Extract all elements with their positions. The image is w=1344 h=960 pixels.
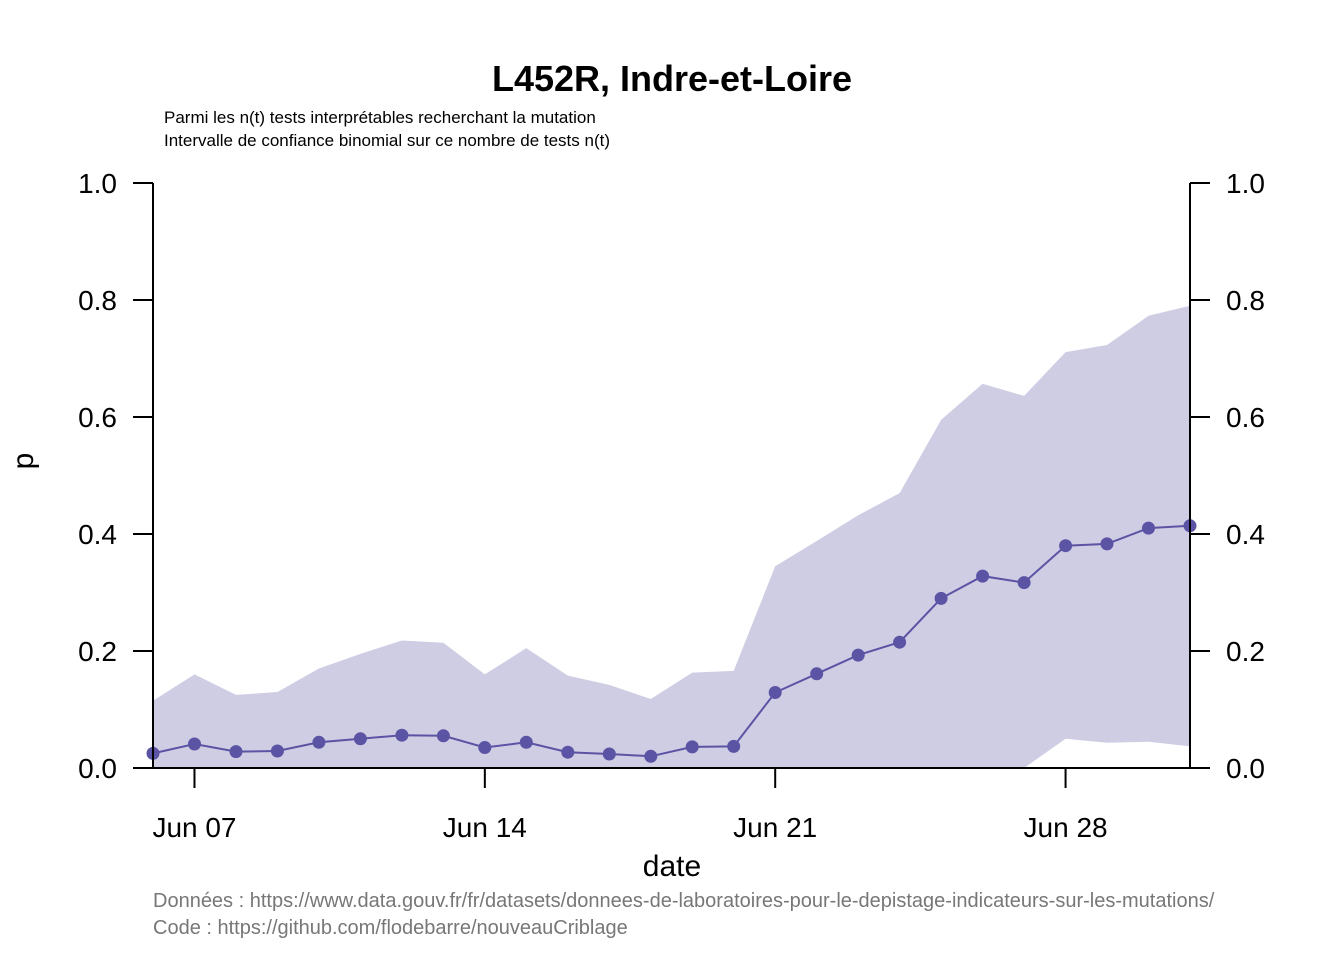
data-point (1142, 521, 1155, 535)
y-tick-label-left: 0.8 (78, 285, 117, 316)
data-point (395, 728, 409, 742)
data-point (436, 729, 450, 743)
code-source-note: Code : https://github.com/flodebarre/nou… (153, 917, 628, 939)
data-point (685, 740, 699, 754)
data-point (727, 739, 741, 753)
y-tick-label-right: 0.0 (1226, 753, 1265, 784)
y-tick-label-left: 0.4 (78, 519, 117, 550)
y-tick-label-right: 0.8 (1226, 285, 1265, 316)
data-point (1017, 576, 1031, 590)
data-point (353, 732, 367, 746)
data-point (644, 749, 658, 763)
x-tick-label: Jun 07 (152, 812, 236, 843)
y-axis-title: p (7, 453, 40, 470)
series-line (152, 524, 1191, 758)
y-tick-label-left: 0.0 (78, 753, 117, 784)
data-point (478, 741, 492, 754)
data-point (519, 735, 533, 749)
y-tick-label-right: 0.4 (1226, 519, 1265, 550)
x-axis-title: date (643, 850, 701, 883)
confidence-band (153, 305, 1190, 768)
chart-title: L452R, Indre-et-Loire (492, 58, 852, 99)
data-point (312, 735, 326, 749)
chart-subtitle-2: Intervalle de confiance binomial sur ce … (164, 131, 610, 150)
y-tick-label-right: 0.6 (1226, 402, 1265, 433)
data-point (768, 686, 782, 699)
data-point (893, 635, 907, 649)
axes: 0.0 0.0 0.2 0.2 0.4 0.4 0.6 0.6 0.8 0.8 1.0 1.0 Jun … (78, 168, 1265, 843)
y-tick-label-right: 0.2 (1226, 636, 1265, 667)
data-point (976, 569, 990, 583)
data-point (810, 667, 824, 681)
data-point (1059, 539, 1073, 553)
x-tick-label: Jun 28 (1024, 812, 1108, 843)
data-point (851, 648, 865, 662)
y-tick-label-left: 0.6 (78, 402, 117, 433)
x-tick-label: Jun 21 (733, 812, 817, 843)
chart-subtitle-1: Parmi les n(t) tests interprétables rech… (164, 108, 596, 127)
y-tick-label-left: 0.2 (78, 636, 117, 667)
data-point (602, 747, 616, 761)
y-tick-label-left: 1.0 (78, 168, 117, 199)
plot-area (146, 305, 1197, 768)
data-point (934, 591, 948, 605)
data-point (561, 745, 575, 759)
data-point (188, 737, 201, 751)
x-tick-label: Jun 14 (443, 812, 527, 843)
data-point (1100, 537, 1114, 551)
data-point (229, 745, 243, 759)
y-tick-label-right: 1.0 (1226, 168, 1265, 199)
data-point (270, 744, 284, 758)
data-source-note: Données : https://www.data.gouv.fr/fr/da… (153, 890, 1215, 912)
